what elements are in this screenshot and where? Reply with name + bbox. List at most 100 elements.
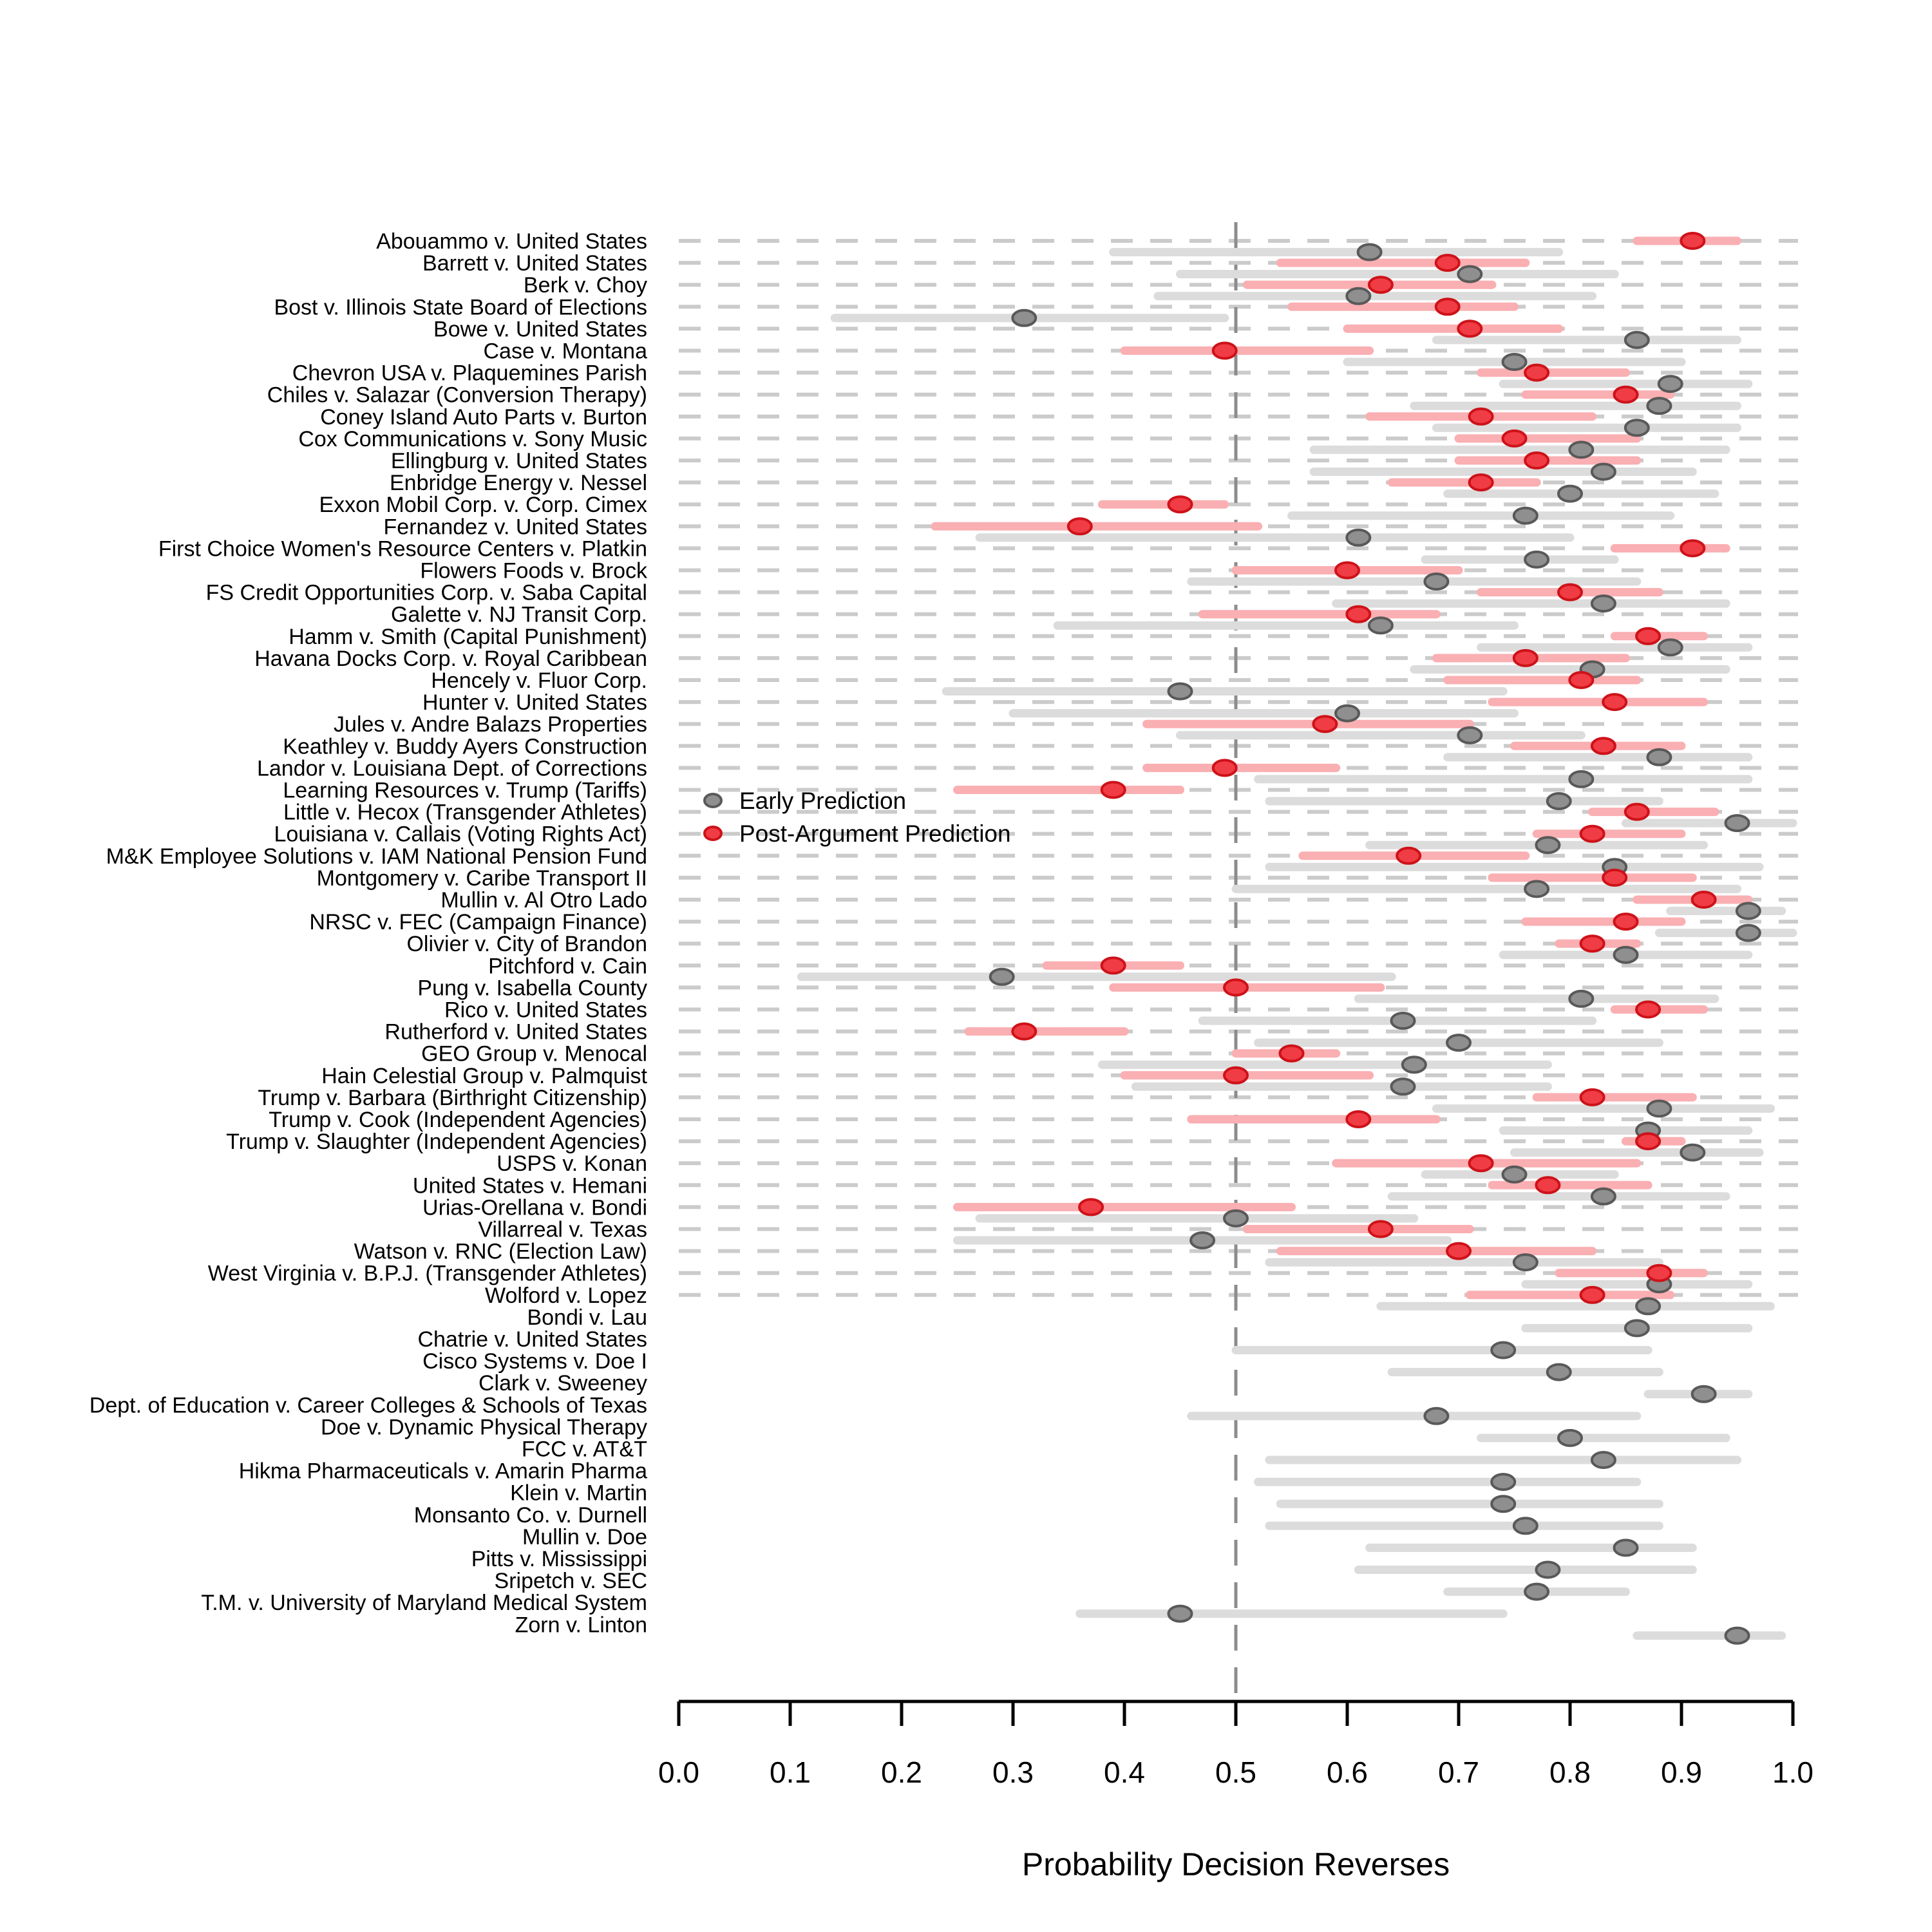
legend-post-label: Post-Argument Prediction [739, 820, 1011, 847]
case-label: West Virginia v. B.P.J. (Transgender Ath… [208, 1262, 647, 1286]
early-prediction-dot [1501, 353, 1528, 371]
early-prediction-dot [1624, 330, 1650, 349]
post-prediction-dot [1524, 451, 1550, 469]
post-prediction-dot [1602, 868, 1628, 887]
x-tick-label: 0.5 [1215, 1756, 1256, 1789]
post-prediction-dot [1066, 517, 1093, 536]
early-prediction-dot [1590, 1187, 1616, 1206]
post-prediction-dot [1367, 1220, 1394, 1238]
post-prediction-dot [1579, 934, 1605, 953]
early-prediction-dot [1535, 836, 1561, 855]
early-prediction-dot [1423, 573, 1450, 591]
early-prediction-dot [1501, 1165, 1528, 1184]
post-prediction-dot [1613, 913, 1639, 931]
case-label: Doe v. Dynamic Physical Therapy [321, 1415, 647, 1439]
post-prediction-dot [1211, 759, 1238, 777]
early-prediction-dot [1524, 1582, 1550, 1601]
case-label: First Choice Women's Resource Centers v.… [158, 536, 647, 561]
early-prediction-dot [1568, 440, 1595, 459]
early-prediction-dot [1401, 1056, 1427, 1074]
case-label: GEO Group v. Menocal [421, 1042, 647, 1066]
case-label: Dept. of Education v. Career Colleges & … [90, 1393, 647, 1417]
post-prediction-dot [1524, 363, 1550, 382]
x-tick-label: 0.9 [1661, 1756, 1702, 1789]
case-label: Bowe v. United States [433, 317, 647, 341]
post-prediction-dot [1345, 1110, 1372, 1128]
post-prediction-dot [1100, 956, 1126, 975]
early-prediction-dot [1613, 1539, 1639, 1557]
case-label: Ellingburg v. United States [391, 449, 647, 473]
x-tick-label: 0.1 [770, 1756, 811, 1789]
case-label: Villarreal v. Texas [478, 1218, 647, 1242]
case-label: Case v. Montana [483, 339, 647, 364]
case-label: Louisiana v. Callais (Voting Rights Act) [274, 822, 647, 847]
post-prediction-dot [1690, 891, 1717, 909]
x-tick-label: 0.2 [881, 1756, 922, 1789]
post-prediction-dot [1535, 1176, 1561, 1195]
post-prediction-dot [1211, 341, 1238, 360]
case-label: Hamm v. Smith (Capital Punishment) [289, 625, 647, 649]
early-prediction-dot [989, 967, 1015, 986]
post-prediction-dot [1579, 824, 1605, 843]
early-prediction-dot [1624, 1319, 1650, 1338]
post-prediction-dot [1579, 1285, 1605, 1304]
case-label: Clark v. Sweeney [478, 1371, 647, 1396]
case-label: Flowers Foods v. Brock [420, 559, 648, 583]
case-label: Berk v. Choy [524, 273, 647, 298]
post-prediction-dot [1680, 539, 1706, 558]
early-prediction-dot [1590, 462, 1616, 481]
case-label: Landor v. Louisiana Dept. of Corrections [257, 756, 647, 781]
post-prediction-dot [1468, 407, 1494, 426]
early-prediction-dot [1367, 616, 1394, 635]
case-label: Mullin v. Doe [522, 1525, 647, 1549]
early-prediction-dot [1490, 1341, 1517, 1359]
post-prediction-dot [1223, 1066, 1249, 1084]
case-label: Trump v. Barbara (Birthright Citizenship… [258, 1086, 647, 1110]
prediction-dots [989, 232, 1761, 1645]
legend-post-dot-icon [703, 826, 723, 841]
post-prediction-dot [1646, 1264, 1672, 1282]
early-prediction-dot [1724, 814, 1750, 833]
post-prediction-dot [1602, 693, 1628, 712]
case-label: Klein v. Martin [510, 1481, 647, 1506]
x-tick-label: 0.6 [1327, 1756, 1368, 1789]
early-prediction-dot [1390, 1077, 1416, 1096]
post-prediction-dot [1078, 1198, 1104, 1217]
post-prediction-dot [1457, 319, 1483, 338]
case-label: Monsanto Co. v. Durnell [414, 1503, 647, 1528]
post-prediction-dot [1635, 1000, 1662, 1019]
post-prediction-dot [1579, 1088, 1605, 1106]
case-label: Watson v. RNC (Election Law) [354, 1240, 647, 1264]
early-prediction-dot [1490, 1473, 1517, 1492]
post-prediction-dot [1312, 715, 1338, 734]
case-label: Jules v. Andre Balazs Properties [334, 712, 647, 737]
case-label: Hencely v. Fluor Corp. [431, 668, 647, 693]
post-prediction-dot [1446, 1242, 1472, 1260]
post-prediction-dot [1223, 978, 1249, 997]
early-prediction-dot [1334, 704, 1360, 723]
post-prediction-dot [1345, 605, 1372, 623]
case-label: Enbridge Energy v. Nessel [390, 471, 647, 495]
x-tick-label: 0.0 [658, 1756, 699, 1789]
x-tick-label: 0.7 [1438, 1756, 1479, 1789]
post-prediction-dot [1434, 254, 1461, 272]
early-prediction-dot [1613, 945, 1639, 964]
legend: Early Prediction Post-Argument Predictio… [703, 788, 1011, 847]
case-label: Coney Island Auto Parts v. Burton [320, 405, 647, 430]
case-label: Wolford v. Lopez [485, 1283, 647, 1308]
early-prediction-dot [1167, 1604, 1193, 1623]
case-label: NRSC v. FEC (Campaign Finance) [309, 910, 647, 934]
early-prediction-dot [1011, 308, 1037, 327]
early-prediction-dot [1524, 880, 1550, 898]
early-prediction-dot [1568, 770, 1595, 788]
case-label: Urias-Orellana v. Bondi [422, 1195, 647, 1220]
early-prediction-dot [1624, 419, 1650, 437]
case-label: Rico v. United States [444, 998, 647, 1023]
early-prediction-dot [1457, 265, 1483, 283]
post-prediction-dot [1512, 649, 1539, 667]
early-prediction-dot [1735, 902, 1761, 920]
post-prediction-dot [1468, 473, 1494, 492]
post-prediction-dot [1167, 495, 1193, 514]
early-prediction-dot [1535, 1560, 1561, 1579]
